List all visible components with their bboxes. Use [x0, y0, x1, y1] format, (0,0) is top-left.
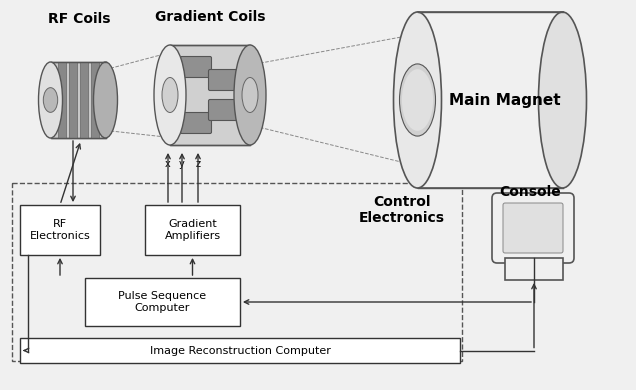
- FancyBboxPatch shape: [503, 203, 563, 253]
- Ellipse shape: [539, 12, 586, 188]
- FancyBboxPatch shape: [492, 193, 574, 263]
- Bar: [50, 62, 106, 138]
- Bar: [417, 12, 562, 188]
- Text: y: y: [179, 159, 185, 169]
- Ellipse shape: [43, 88, 58, 112]
- Bar: [85, 278, 240, 326]
- Text: Main Magnet: Main Magnet: [449, 92, 561, 108]
- FancyBboxPatch shape: [181, 112, 212, 133]
- FancyBboxPatch shape: [209, 69, 240, 90]
- Bar: [505, 258, 563, 280]
- Bar: [170, 45, 250, 145]
- Ellipse shape: [402, 69, 433, 131]
- Bar: [91, 62, 99, 138]
- Text: x: x: [165, 159, 171, 169]
- Bar: [58, 62, 66, 138]
- Ellipse shape: [394, 12, 441, 188]
- Ellipse shape: [162, 78, 178, 112]
- Text: Gradient Coils: Gradient Coils: [155, 10, 265, 24]
- Ellipse shape: [154, 45, 186, 145]
- Text: Image Reconstruction Computer: Image Reconstruction Computer: [149, 346, 331, 356]
- Bar: [20, 338, 460, 363]
- Text: Console: Console: [499, 185, 561, 199]
- Text: Gradient
Amplifiers: Gradient Amplifiers: [165, 219, 221, 241]
- Bar: [69, 62, 77, 138]
- Ellipse shape: [399, 64, 436, 136]
- Text: RF Coils: RF Coils: [48, 12, 111, 26]
- Bar: [12, 183, 462, 361]
- Ellipse shape: [93, 62, 118, 138]
- FancyBboxPatch shape: [181, 57, 212, 78]
- Bar: [20, 205, 100, 255]
- FancyBboxPatch shape: [209, 99, 240, 121]
- Ellipse shape: [234, 45, 266, 145]
- Bar: [145, 205, 240, 255]
- Ellipse shape: [242, 78, 258, 112]
- Text: z: z: [195, 159, 200, 169]
- Text: RF
Electronics: RF Electronics: [30, 219, 90, 241]
- Text: Pulse Sequence
Computer: Pulse Sequence Computer: [118, 291, 207, 313]
- Bar: [80, 62, 88, 138]
- Text: Control
Electronics: Control Electronics: [359, 195, 445, 225]
- Ellipse shape: [39, 62, 62, 138]
